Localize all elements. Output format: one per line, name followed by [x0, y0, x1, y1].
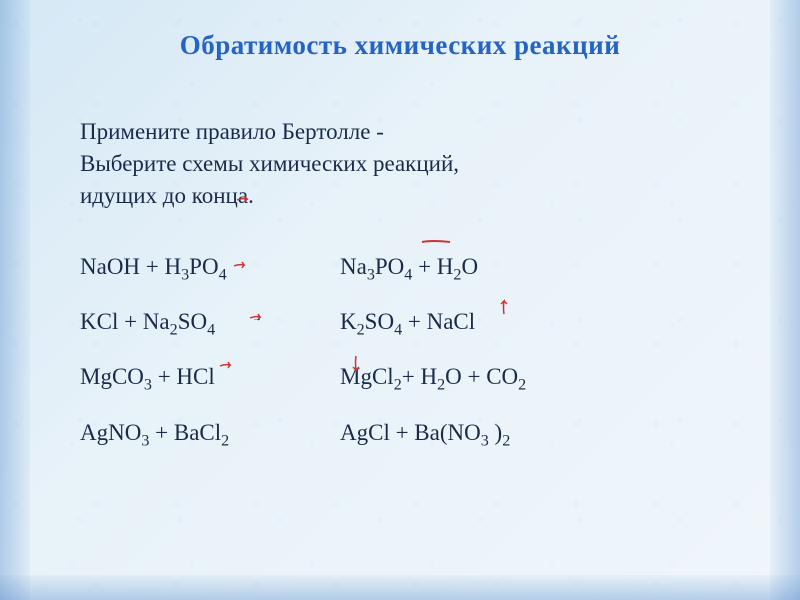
equation-row: NaOH + H3PO4 Na3PO4 + H2O: [80, 243, 720, 292]
slide-title: Обратимость химических реакций: [80, 30, 720, 61]
instruction-line-2: Выберите схемы химических реакций,: [80, 148, 720, 180]
equation-left: AgNO3 + BaCl2: [80, 409, 340, 458]
annotation-arrow-right-2: [232, 258, 252, 272]
equation-left: NaOH + H3PO4: [80, 243, 340, 292]
annotation-arrow-up: [497, 298, 511, 316]
annotation-sub-arrow: →: [252, 313, 262, 324]
annotation-arrow-right-4: [218, 358, 236, 372]
equation-right: AgCl + Ba(NO3 )2: [340, 409, 510, 458]
annotation-line-over: [420, 238, 454, 246]
equation-right: Na3PO4 + H2O: [340, 243, 478, 292]
slide-content: Обратимость химических реакций Примените…: [0, 0, 800, 494]
instruction-line-3: идущих до конца.: [80, 180, 720, 212]
equation-row: MgCO3 + HCl MgCl2+ H2O + CO2: [80, 353, 720, 402]
equation-row: AgNO3 + BaCl2 AgCl + Ba(NO3 )2: [80, 409, 720, 458]
annotation-arrow-down: [349, 354, 363, 374]
equation-left: KCl + Na2SO4: [80, 298, 340, 347]
equation-row: KCl + Na2SO4 K2SO4 + NaCl: [80, 298, 720, 347]
equation-right: MgCl2+ H2O + CO2: [340, 353, 526, 402]
equations-block: NaOH + H3PO4 Na3PO4 + H2O KCl + Na2SO4 K…: [80, 243, 720, 459]
instruction-text: Примените правило Бертолле - Выберите сх…: [80, 116, 720, 213]
equation-left: MgCO3 + HCl: [80, 353, 340, 402]
annotation-arrow-right-1: [235, 192, 255, 206]
bottom-edge-band: [0, 575, 800, 600]
equation-right: K2SO4 + NaCl: [340, 298, 475, 347]
instruction-line-1: Примените правило Бертолле -: [80, 116, 720, 148]
